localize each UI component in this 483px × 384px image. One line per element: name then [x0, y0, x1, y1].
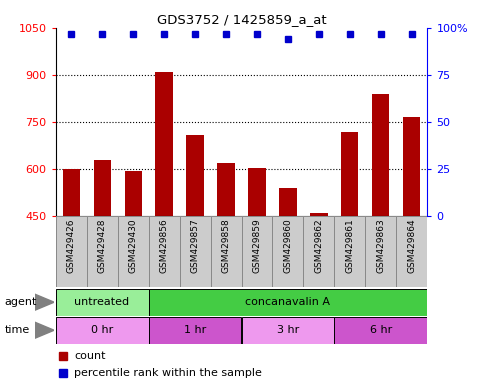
Bar [341, 131, 358, 216]
Bar [180, 216, 211, 287]
Bar [303, 216, 334, 287]
Bar [149, 216, 180, 287]
Text: GSM429863: GSM429863 [376, 218, 385, 273]
Bar [366, 216, 397, 287]
Text: 0 hr: 0 hr [91, 325, 113, 335]
Text: GSM429859: GSM429859 [253, 218, 261, 273]
Text: GSM429426: GSM429426 [67, 218, 75, 273]
Bar [242, 216, 272, 287]
Text: percentile rank within the sample: percentile rank within the sample [74, 368, 262, 378]
Bar [311, 213, 327, 216]
Text: untreated: untreated [74, 297, 129, 307]
Bar [117, 216, 149, 287]
Bar [56, 317, 149, 344]
Bar [334, 216, 366, 287]
Text: GSM429861: GSM429861 [345, 218, 355, 273]
Bar [217, 163, 235, 216]
Text: GSM429864: GSM429864 [408, 218, 416, 273]
Text: GDS3752 / 1425859_a_at: GDS3752 / 1425859_a_at [156, 13, 327, 26]
Bar [334, 317, 427, 344]
Text: 6 hr: 6 hr [370, 325, 392, 335]
Bar [86, 216, 117, 287]
Text: GSM429857: GSM429857 [190, 218, 199, 273]
Text: concanavalin A: concanavalin A [245, 297, 330, 307]
Bar [280, 188, 297, 216]
Text: GSM429428: GSM429428 [98, 218, 107, 273]
Bar [272, 216, 303, 287]
Bar [397, 216, 427, 287]
Bar [94, 160, 111, 216]
Bar [62, 169, 80, 216]
Bar [149, 317, 242, 344]
Text: 3 hr: 3 hr [277, 325, 299, 335]
Polygon shape [35, 294, 54, 310]
Bar [186, 135, 203, 216]
Text: count: count [74, 351, 106, 361]
Text: time: time [5, 325, 30, 335]
Text: GSM429862: GSM429862 [314, 218, 324, 273]
Bar [242, 317, 334, 344]
Text: GSM429856: GSM429856 [159, 218, 169, 273]
Text: GSM429430: GSM429430 [128, 218, 138, 273]
Bar [56, 216, 86, 287]
Bar [372, 94, 389, 216]
Bar [156, 72, 172, 216]
Bar [248, 167, 266, 216]
Text: GSM429860: GSM429860 [284, 218, 293, 273]
Bar [211, 216, 242, 287]
Bar [149, 289, 427, 316]
Text: GSM429858: GSM429858 [222, 218, 230, 273]
Bar [125, 171, 142, 216]
Text: 1 hr: 1 hr [184, 325, 206, 335]
Polygon shape [35, 322, 54, 338]
Bar [403, 118, 421, 216]
Bar [56, 289, 149, 316]
Text: agent: agent [5, 297, 37, 307]
